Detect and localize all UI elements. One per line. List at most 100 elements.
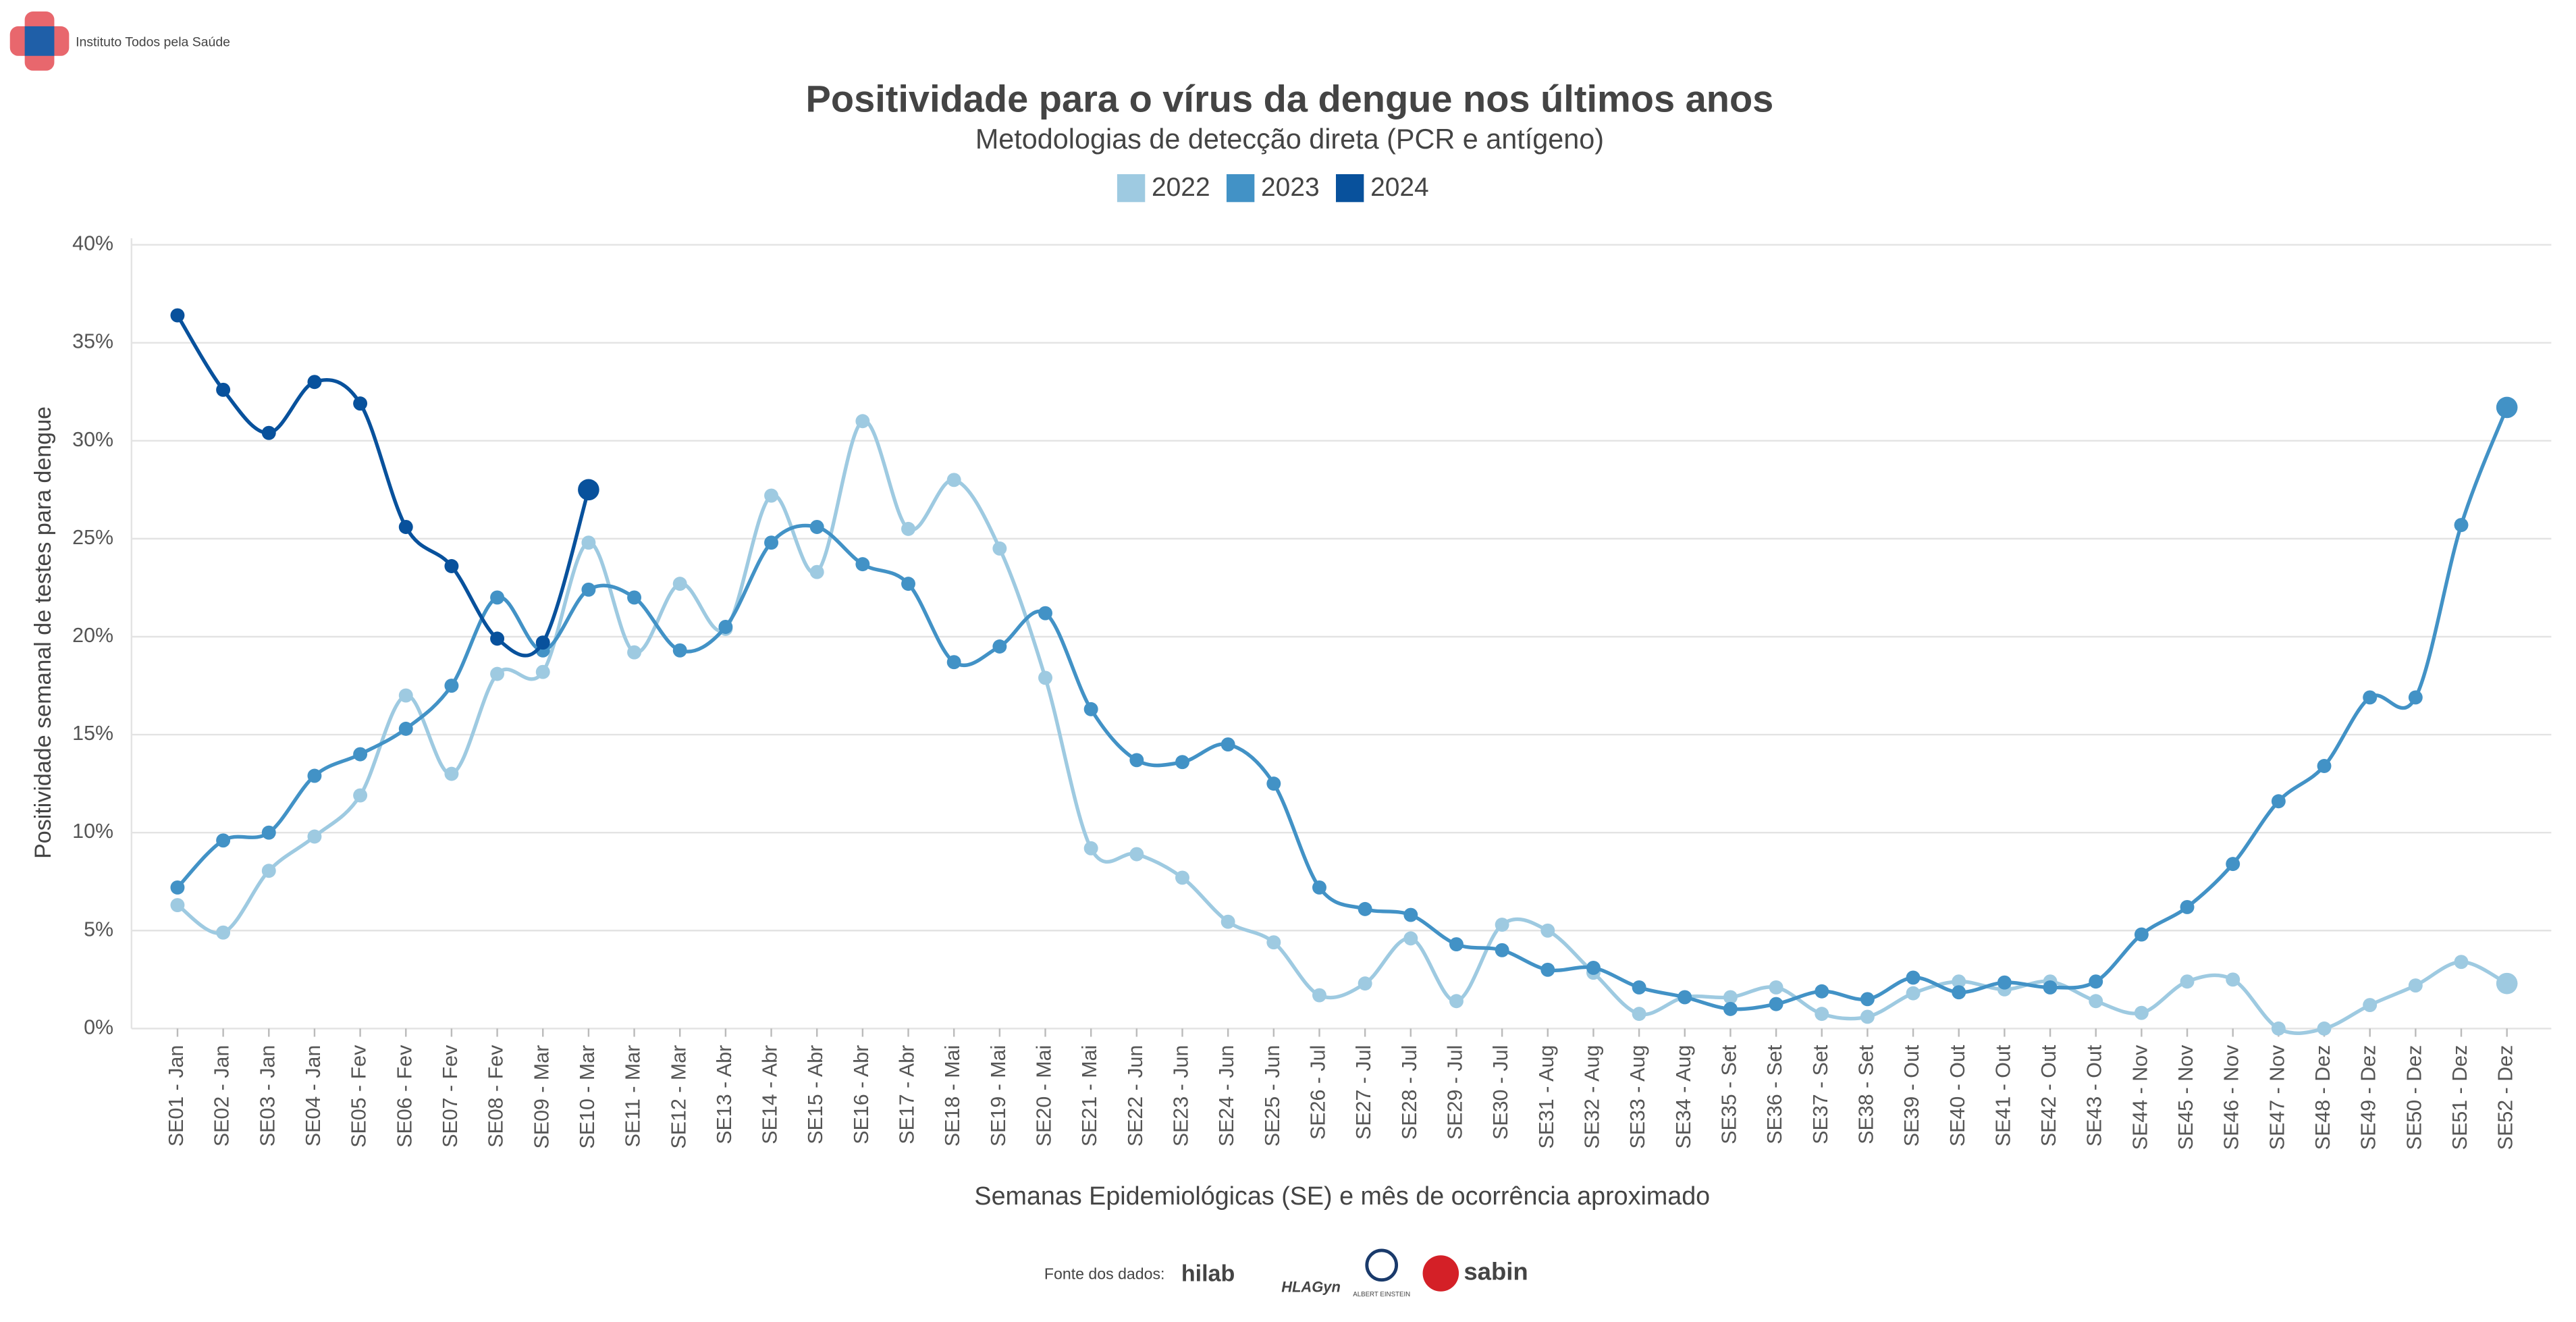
data-point	[535, 664, 550, 679]
data-point	[216, 833, 231, 848]
data-point	[1266, 776, 1281, 791]
x-tick-label: SE33 - Aug	[1626, 1045, 1649, 1149]
data-point	[1266, 935, 1281, 950]
x-tick-label: SE51 - Dez	[2448, 1045, 2471, 1150]
data-point	[353, 396, 368, 411]
data-point	[581, 535, 596, 550]
data-point	[490, 590, 505, 605]
x-tick-label: SE26 - Jul	[1307, 1045, 1330, 1140]
data-point	[307, 768, 322, 783]
x-tick-label: SE12 - Mar	[667, 1045, 690, 1149]
data-point	[1083, 702, 1098, 716]
source-logo: hilab	[1181, 1261, 1235, 1286]
data-point	[1403, 907, 1418, 922]
x-tick-label: SE49 - Dez	[2357, 1045, 2380, 1150]
data-point	[398, 721, 413, 736]
x-tick-label: SE22 - Jun	[1124, 1045, 1147, 1146]
data-point	[1358, 901, 1372, 916]
data-point	[398, 688, 413, 703]
data-point	[764, 488, 779, 503]
x-tick-label: SE29 - Jul	[1443, 1045, 1466, 1140]
data-point	[2134, 1005, 2149, 1020]
data-point	[764, 535, 779, 550]
x-tick-label: SE34 - Aug	[1672, 1045, 1695, 1149]
org-name: Instituto Todos pela Saúde	[76, 34, 230, 49]
data-point	[2496, 396, 2518, 419]
data-point	[307, 375, 322, 390]
data-point	[535, 635, 550, 650]
data-point	[2180, 899, 2195, 914]
data-point	[901, 521, 915, 536]
data-point	[261, 864, 276, 878]
data-point	[581, 582, 596, 597]
data-point	[578, 479, 599, 501]
data-point	[1678, 990, 1692, 1005]
data-point	[2043, 980, 2058, 995]
x-tick-label: SE35 - Set	[1717, 1045, 1740, 1144]
data-point	[946, 473, 961, 487]
data-point	[2408, 690, 2423, 705]
data-point	[2317, 1021, 2332, 1036]
source-label: Fonte dos dados:	[1044, 1265, 1165, 1283]
chart-title: Positividade para o vírus da dengue nos …	[806, 78, 1774, 120]
x-tick-label: SE23 - Jun	[1170, 1045, 1193, 1146]
data-point	[1723, 990, 1738, 1005]
data-point	[2454, 518, 2469, 533]
x-tick-label: SE48 - Dez	[2311, 1045, 2334, 1150]
data-point	[444, 679, 459, 693]
x-tick-label: SE42 - Out	[2037, 1045, 2060, 1146]
data-point	[1860, 992, 1875, 1007]
source-logo-icon	[1365, 1248, 1399, 1282]
x-tick-label: SE21 - Mai	[1078, 1045, 1101, 1146]
x-tick-label: SE15 - Abr	[804, 1045, 827, 1144]
x-tick-label: SE47 - Nov	[2265, 1045, 2288, 1150]
x-tick-label: SE27 - Jul	[1352, 1045, 1375, 1140]
x-tick-label: SE31 - Aug	[1535, 1045, 1558, 1149]
series	[170, 414, 2518, 1036]
data-point	[718, 620, 733, 634]
x-tick-label: SE46 - Nov	[2220, 1045, 2243, 1150]
data-point	[490, 666, 505, 681]
source-logo: HLAGyn	[1281, 1279, 1341, 1296]
data-point	[672, 577, 687, 591]
x-tick-label: SE44 - Nov	[2128, 1045, 2151, 1150]
data-point	[2134, 927, 2149, 942]
x-tick-label: SE08 - Fev	[485, 1045, 508, 1148]
data-point	[992, 639, 1007, 654]
x-tick-label: SE18 - Mai	[941, 1045, 964, 1146]
data-point	[2363, 998, 2378, 1013]
data-point	[2271, 1021, 2286, 1036]
data-point	[1449, 937, 1464, 952]
data-point	[1175, 755, 1189, 770]
y-tick-label: 10%	[72, 820, 113, 843]
x-axis-title: Semanas Epidemiológicas (SE) e mês de oc…	[974, 1182, 1710, 1210]
data-point	[1815, 1007, 1829, 1022]
x-tick-label: SE10 - Mar	[576, 1045, 599, 1149]
data-point	[1495, 943, 1509, 957]
legend-label: 2023	[1261, 173, 1320, 202]
legend-swatch	[1335, 174, 1364, 203]
x-tick-label: SE19 - Mai	[987, 1045, 1010, 1146]
x-tick-label: SE11 - Mar	[622, 1045, 645, 1148]
data-point	[1815, 984, 1829, 999]
y-tick-label: 15%	[72, 722, 113, 745]
data-point	[1083, 841, 1098, 855]
source-logo: ALBERT EINSTEIN	[1353, 1291, 1410, 1298]
y-tick-label: 20%	[72, 624, 113, 647]
x-tick-label: SE52 - Dez	[2494, 1045, 2517, 1150]
data-point	[2226, 972, 2240, 987]
x-tick-label: SE45 - Nov	[2174, 1045, 2197, 1150]
y-tick-label: 25%	[72, 526, 113, 549]
chart-subtitle: Metodologias de detecção direta (PCR e a…	[975, 124, 1604, 155]
data-point	[809, 564, 824, 579]
data-point	[1312, 988, 1326, 1003]
data-point	[261, 425, 276, 440]
data-point	[2226, 857, 2240, 872]
data-point	[2496, 972, 2518, 995]
data-point	[1769, 997, 1783, 1011]
data-point	[809, 520, 824, 534]
data-point	[1586, 960, 1601, 975]
data-point	[216, 925, 231, 940]
